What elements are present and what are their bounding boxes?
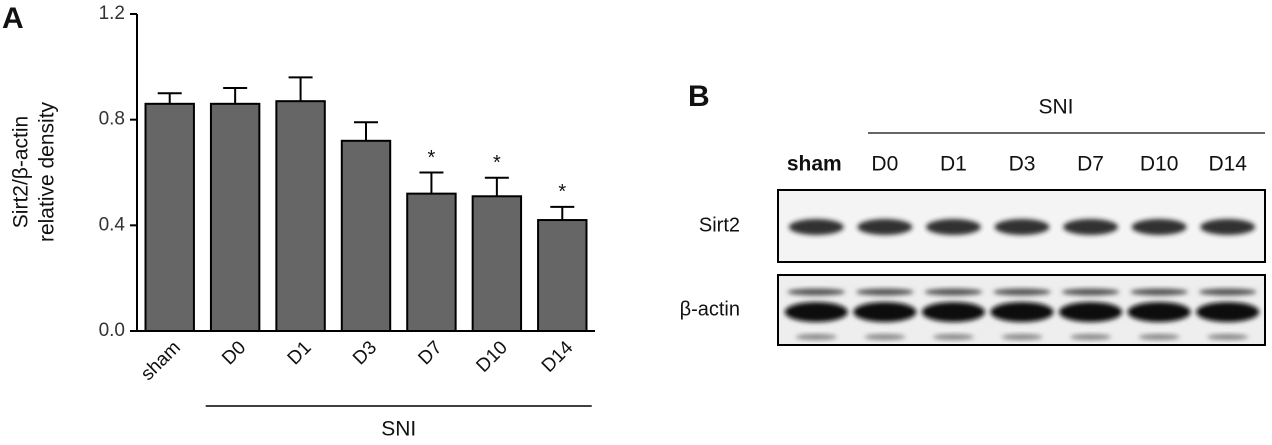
sirt2-band [926, 219, 981, 235]
lane-label: D0 [871, 153, 898, 176]
actin-upper-band [924, 288, 983, 296]
actin-band [1059, 302, 1123, 322]
lane-label: sham [787, 153, 842, 176]
panel-label: B [688, 80, 710, 113]
actin-band [1196, 302, 1260, 322]
bar [537, 219, 588, 332]
sirt2-band [1063, 219, 1118, 235]
y-tick-label: 1.2 [99, 3, 125, 24]
bar [406, 192, 457, 332]
actin-lower-band [1207, 334, 1249, 340]
lane-label: D3 [1009, 153, 1036, 176]
sirt2-band [1131, 219, 1187, 235]
actin-lower-band [795, 334, 837, 340]
significance-marker: * [428, 147, 436, 169]
group-label: SNI [381, 418, 416, 441]
actin-band [784, 302, 848, 322]
sirt2-band [1200, 219, 1256, 235]
x-tick-label: D7 [414, 337, 446, 369]
actin-band [1127, 302, 1191, 322]
y-tick-label: 0.4 [99, 214, 126, 235]
actin-upper-band [856, 288, 914, 296]
x-tick-label: sham [137, 337, 185, 385]
actin-band [990, 302, 1054, 322]
lane-label: D10 [1140, 153, 1179, 176]
actin-upper-band [1130, 288, 1188, 296]
x-tick-label: D0 [218, 337, 250, 369]
row-label: Sirt2 [699, 214, 740, 236]
significance-marker: * [493, 152, 501, 174]
lane-label: D1 [940, 153, 967, 176]
bar [275, 100, 326, 332]
actin-lower-band [1138, 334, 1180, 340]
group-label: SNI [1038, 96, 1073, 119]
actin-lower-band [932, 334, 975, 340]
x-tick-label: D14 [538, 337, 578, 377]
bar [471, 195, 523, 332]
panel-label: A [2, 2, 24, 35]
sirt2-band [788, 219, 844, 235]
actin-upper-band [787, 288, 846, 296]
actin-upper-band [1198, 288, 1257, 296]
lane-label: D14 [1208, 153, 1247, 176]
row-label: β-actin [680, 298, 740, 320]
x-tick-label: D1 [284, 337, 316, 369]
y-axis-label: relative density [36, 101, 59, 242]
x-tick-label: D10 [472, 337, 511, 376]
y-tick-label: 0.0 [99, 320, 125, 341]
y-tick-label: 0.8 [99, 109, 125, 130]
actin-lower-band [1001, 334, 1043, 340]
actin-lower-band [1070, 334, 1112, 340]
actin-band [921, 302, 985, 322]
significance-marker: * [558, 181, 566, 203]
bar [209, 102, 261, 332]
lane-label: D7 [1077, 153, 1104, 176]
bar [144, 102, 195, 332]
actin-upper-band [1061, 288, 1120, 296]
y-axis-label: Sirt2/β-actin [10, 116, 33, 228]
x-tick-label: D3 [349, 337, 381, 369]
sirt2-band [857, 219, 913, 235]
actin-lower-band [864, 334, 906, 340]
actin-band [853, 302, 917, 322]
bar [340, 139, 392, 332]
sirt2-band [994, 219, 1050, 235]
actin-upper-band [993, 288, 1051, 296]
